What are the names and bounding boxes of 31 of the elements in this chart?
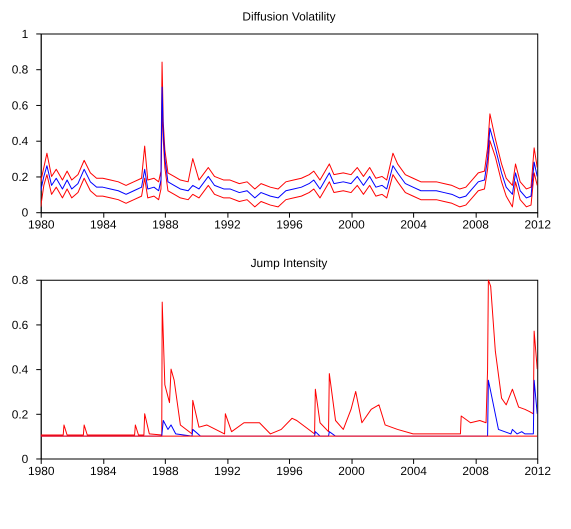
x-tick-label: 2000 — [338, 464, 366, 478]
x-tick-label: 1992 — [214, 464, 242, 478]
y-tick-label: 0.8 — [12, 273, 29, 288]
x-tick-label: 1988 — [152, 464, 179, 478]
y-tick-label: 0.8 — [12, 62, 29, 77]
y-tick-label: 0.4 — [12, 134, 29, 148]
x-tick-label: 1988 — [152, 218, 179, 232]
x-tick-label: 1996 — [276, 464, 304, 478]
x-tick-label: 1984 — [90, 464, 117, 478]
y-tick-label: 1 — [22, 26, 29, 41]
y-tick-label: 0.4 — [12, 362, 29, 377]
x-tick-label: 1996 — [276, 218, 304, 232]
y-tick-label: 0.6 — [12, 98, 29, 112]
y-tick-label: 0 — [22, 206, 29, 220]
x-tick-label: 2008 — [462, 464, 490, 478]
x-tick-label: 2004 — [400, 218, 428, 232]
x-tick-label: 2004 — [400, 464, 428, 478]
y-tick-label: 0.2 — [12, 407, 29, 422]
x-tick-label: 1992 — [214, 218, 242, 232]
x-tick-label: 1980 — [28, 218, 55, 232]
x-tick-label: 2012 — [524, 464, 552, 478]
x-tick-label: 2008 — [462, 218, 490, 232]
y-tick-label: 0.2 — [12, 170, 29, 184]
y-tick-label: 0 — [22, 452, 29, 466]
x-tick-label: 2012 — [524, 218, 552, 232]
chart-title: Diffusion Volatility — [242, 10, 336, 24]
x-tick-label: 1984 — [90, 218, 117, 232]
chart-title: Jump Intensity — [250, 256, 328, 270]
x-tick-label: 2000 — [338, 218, 366, 232]
x-tick-label: 1980 — [28, 464, 55, 478]
y-tick-label: 0.6 — [12, 318, 29, 332]
